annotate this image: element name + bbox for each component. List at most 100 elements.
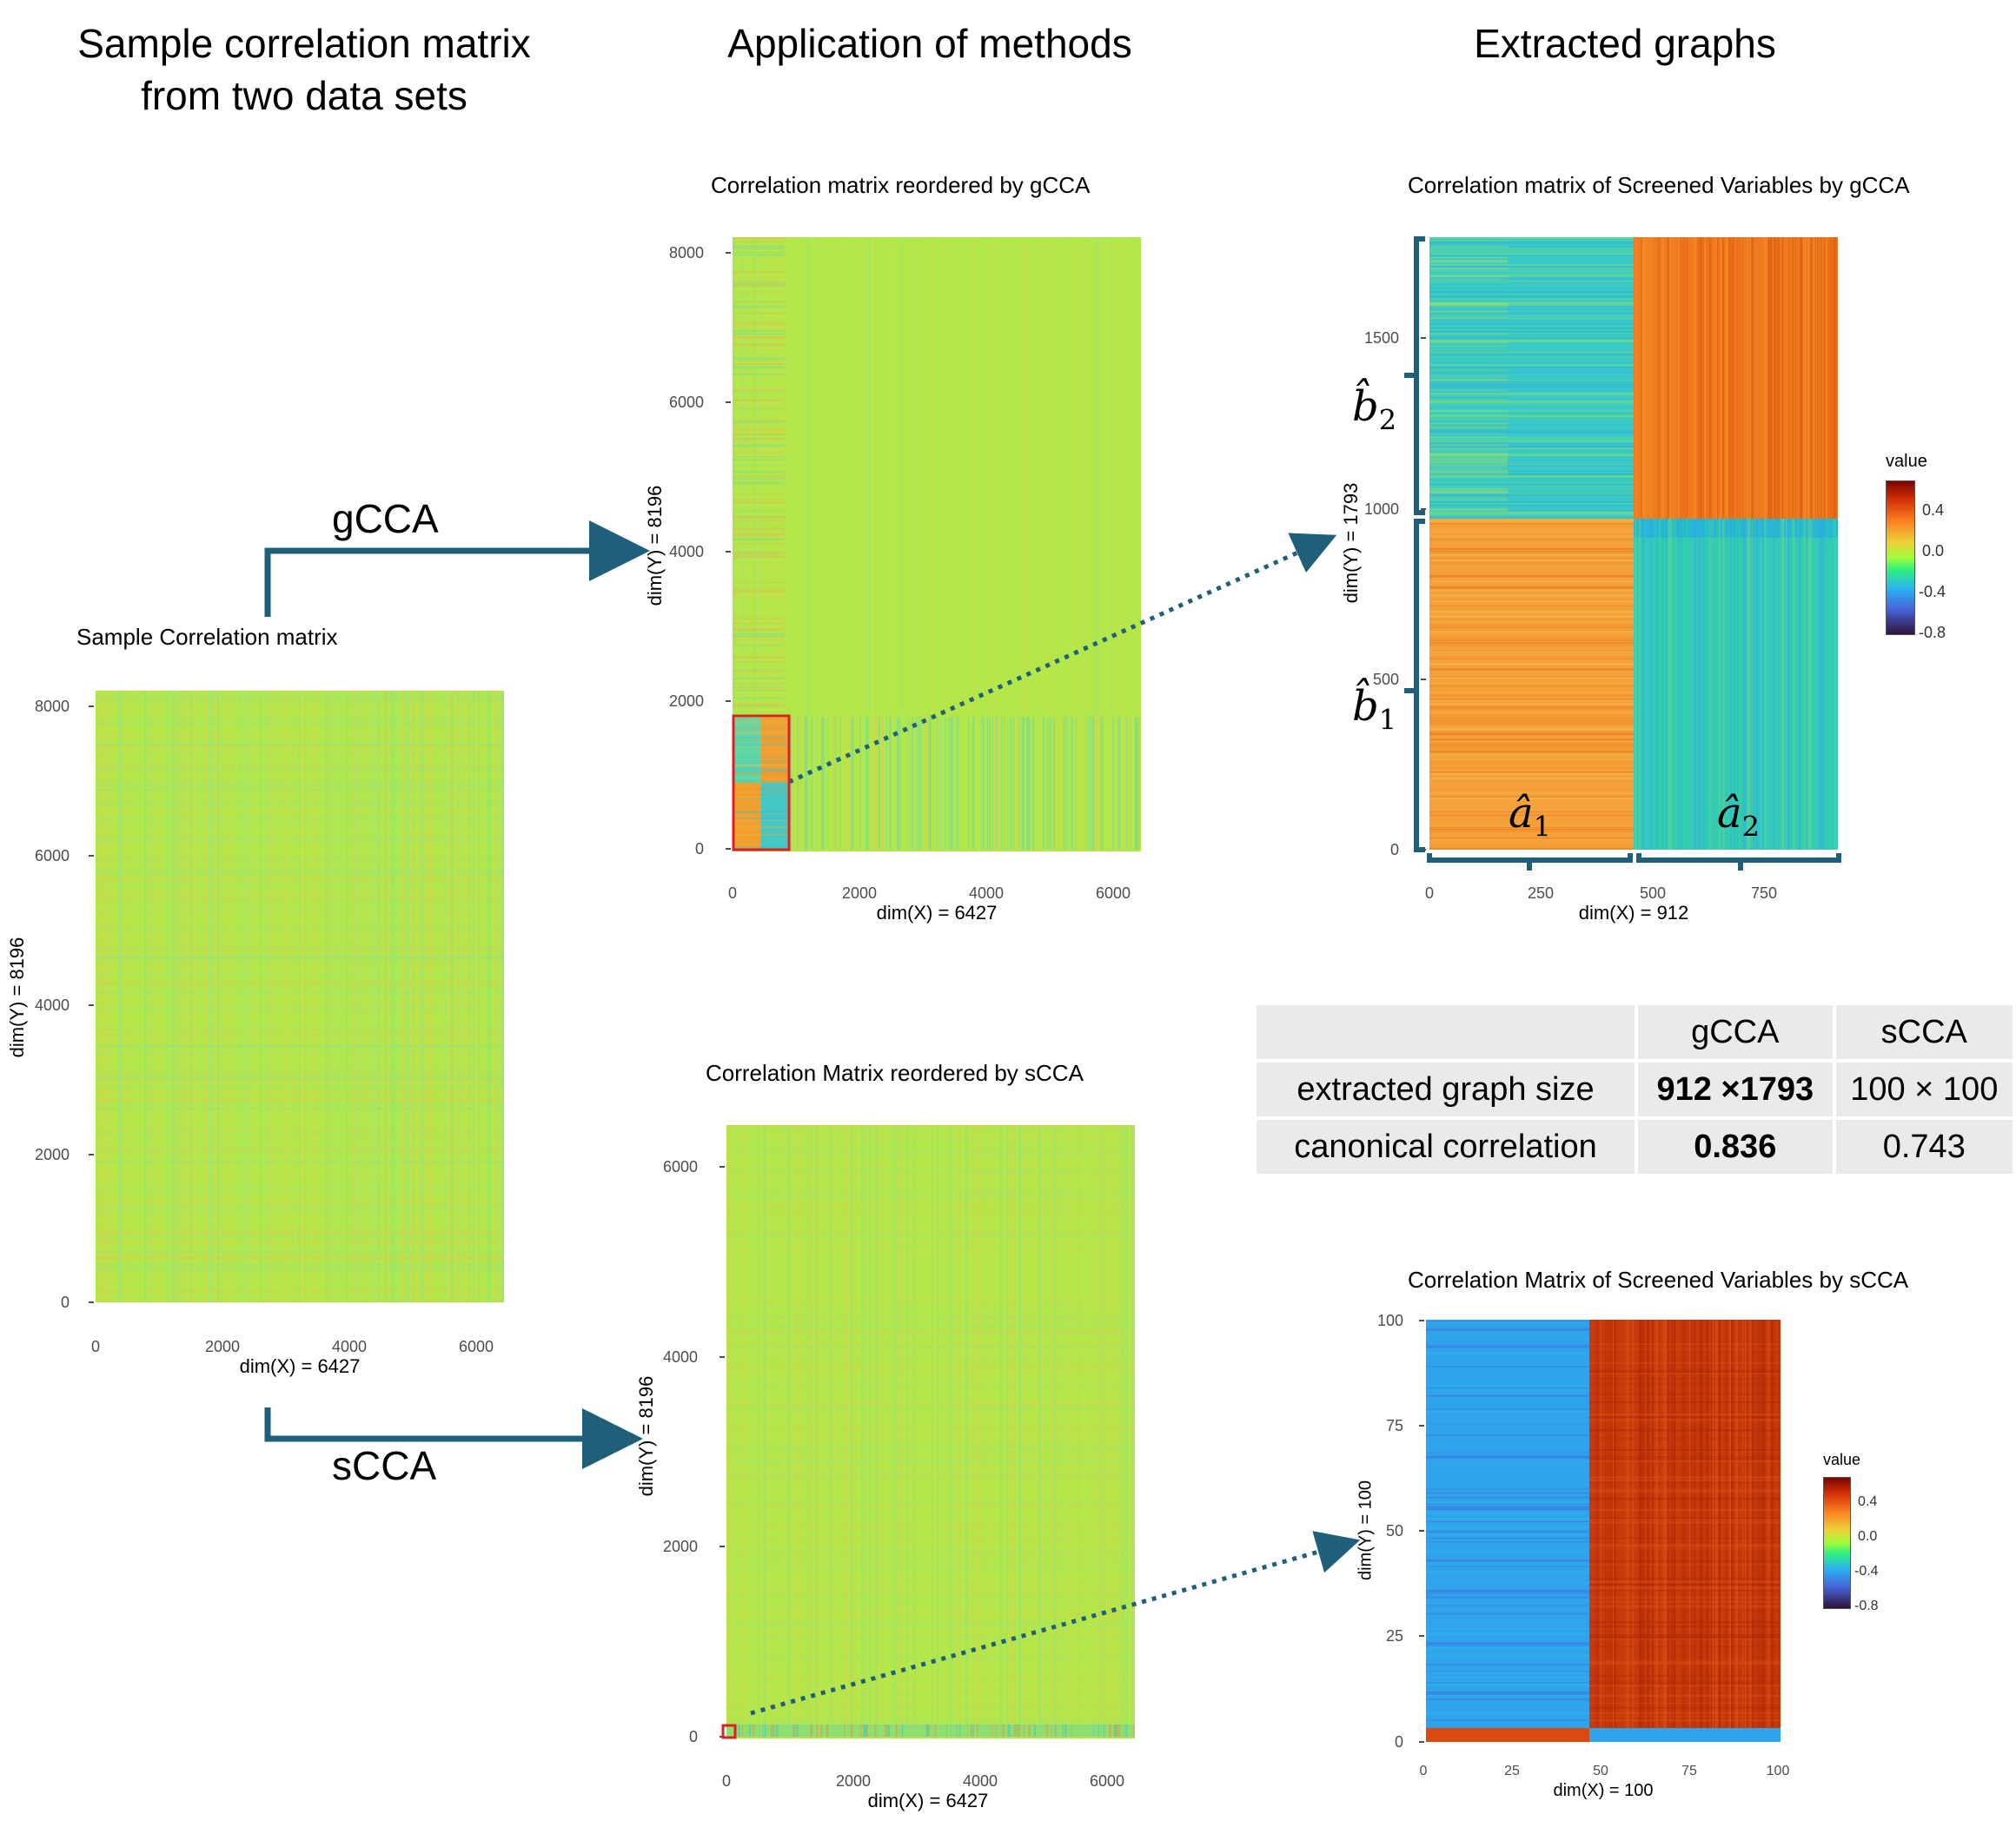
- y-tick: 4000: [34, 997, 70, 1014]
- legend-tick: 0.0: [1858, 1529, 1878, 1544]
- y-tickmark: [89, 855, 94, 857]
- a1-subscript: 1: [1533, 810, 1551, 844]
- y-tickmark: [89, 705, 94, 707]
- x-tick: 2000: [204, 1338, 241, 1355]
- y-tick: 6000: [34, 847, 70, 864]
- x-tick: 500: [1639, 884, 1667, 902]
- table-header-cell: [1257, 1005, 1635, 1059]
- x-tick: 6000: [1089, 1772, 1125, 1790]
- y-tickmark: [89, 1004, 94, 1006]
- table-cell-scca: 100 × 100: [1835, 1063, 2013, 1116]
- legend-tick: -0.8: [1854, 1599, 1879, 1613]
- x-tick: 0: [1424, 884, 1434, 902]
- brace-b1: [1404, 519, 1425, 852]
- legend-tick: 0.4: [1922, 501, 1945, 519]
- gcca-screened-x-axis-label: dim(X) = 912: [1578, 902, 1689, 924]
- a2-hat-label: â2: [1717, 789, 1760, 844]
- y-tickmark: [1419, 1425, 1424, 1427]
- legend-tick: 0.4: [1858, 1494, 1878, 1509]
- gcca-full-x-axis-label: dim(X) = 6427: [876, 902, 998, 924]
- gcca-highlight-box: [732, 714, 791, 851]
- scca-legend-title: value: [1823, 1451, 1861, 1468]
- x-tick: 2000: [841, 884, 878, 902]
- gcca-legend-title: value: [1886, 452, 1927, 471]
- b2-subscript: 2: [1378, 403, 1397, 437]
- header-application: Application of methods: [727, 21, 1132, 66]
- y-tickmark: [726, 551, 731, 553]
- y-tickmark: [1419, 1635, 1424, 1637]
- legend-tick: -0.4: [1919, 583, 1946, 600]
- scca-method-label: sCCA: [332, 1443, 437, 1488]
- y-tick: 8000: [668, 244, 704, 262]
- header-sample-line1: Sample correlation matrix: [77, 21, 531, 66]
- sample-plot-title: Sample Correlation matrix: [76, 624, 338, 650]
- x-tick: 0: [1419, 1764, 1428, 1778]
- gcca-full-title: Correlation matrix reordered by gCCA: [711, 172, 1091, 198]
- brace-b2: [1404, 236, 1425, 515]
- table-row: extracted graph size 912 ×1793 100 × 100: [1257, 1063, 2013, 1116]
- y-tick: 4000: [662, 1348, 698, 1366]
- x-tick: 50: [1593, 1764, 1608, 1778]
- x-tick: 250: [1527, 884, 1555, 902]
- scca-screened-title: Correlation Matrix of Screened Variables…: [1408, 1267, 1909, 1293]
- y-tickmark: [726, 401, 731, 403]
- b2-symbol: b̂: [1352, 382, 1379, 431]
- y-tickmark: [720, 1546, 725, 1547]
- y-tick: 6000: [668, 394, 704, 411]
- header-sample-matrix: Sample correlation matrix from two data …: [35, 17, 574, 122]
- y-tick: 0: [60, 1294, 70, 1311]
- y-tick: 0: [1389, 841, 1399, 858]
- x-tick: 6000: [1095, 884, 1131, 902]
- gcca-flow-arrow: [264, 520, 650, 617]
- brace-a1: [1427, 853, 1633, 871]
- y-tickmark: [1419, 1741, 1424, 1743]
- x-tick: 4000: [331, 1338, 368, 1355]
- x-tick: 100: [1766, 1764, 1790, 1778]
- scca-screened-x-axis-label: dim(X) = 100: [1553, 1781, 1654, 1800]
- gcca-method-label: gCCA: [332, 496, 439, 541]
- x-tick: 25: [1504, 1764, 1520, 1778]
- legend-tick: -0.4: [1854, 1564, 1879, 1579]
- y-tick: 25: [1385, 1627, 1403, 1645]
- x-tick: 75: [1681, 1764, 1697, 1778]
- scca-screened-heatmap: [1426, 1320, 1781, 1742]
- a2-subscript: 2: [1741, 810, 1760, 844]
- x-tick: 4000: [968, 884, 1005, 902]
- y-tickmark: [720, 1356, 725, 1358]
- sample-heatmap: [96, 691, 504, 1302]
- y-tickmark: [726, 848, 731, 850]
- table-cell-gcca: 0.836: [1638, 1120, 1833, 1174]
- y-tickmark: [1421, 679, 1426, 680]
- b2-hat-label: b̂2: [1352, 382, 1396, 437]
- y-tick: 100: [1376, 1312, 1403, 1329]
- legend-tick: -0.8: [1919, 624, 1946, 641]
- y-tickmark: [1419, 1530, 1424, 1532]
- y-tickmark: [1421, 337, 1426, 339]
- table-row-label: canonical correlation: [1257, 1120, 1635, 1174]
- table-header-cell: gCCA: [1638, 1005, 1833, 1059]
- b1-subscript: 1: [1378, 703, 1397, 737]
- y-tickmark: [726, 700, 731, 702]
- table-header-row: gCCA sCCA: [1257, 1005, 2013, 1059]
- table-row-label: extracted graph size: [1257, 1063, 1635, 1116]
- scca-flow-arrow: [264, 1407, 643, 1469]
- y-tickmark: [720, 1166, 725, 1168]
- y-tickmark: [1419, 1320, 1424, 1321]
- gcca-full-heatmap: [733, 237, 1141, 851]
- y-tick: 0: [1394, 1733, 1403, 1751]
- x-tick: 0: [721, 1772, 731, 1790]
- x-tick: 4000: [962, 1772, 998, 1790]
- x-tick: 0: [90, 1338, 100, 1355]
- scca-full-heatmap: [726, 1125, 1135, 1738]
- table-cell-scca: 0.743: [1835, 1120, 2013, 1174]
- y-tick: 2000: [662, 1538, 698, 1555]
- y-tick: 1500: [1363, 329, 1399, 347]
- y-tick: 4000: [668, 543, 704, 560]
- legend-tick: 0.0: [1922, 542, 1945, 560]
- table-row: canonical correlation 0.836 0.743: [1257, 1120, 2013, 1174]
- b1-symbol: b̂: [1352, 682, 1379, 731]
- y-tick: 0: [688, 1728, 698, 1745]
- scca-highlight-box: [721, 1724, 737, 1739]
- header-sample-line2: from two data sets: [141, 73, 468, 118]
- a1-hat-label: â1: [1509, 789, 1551, 844]
